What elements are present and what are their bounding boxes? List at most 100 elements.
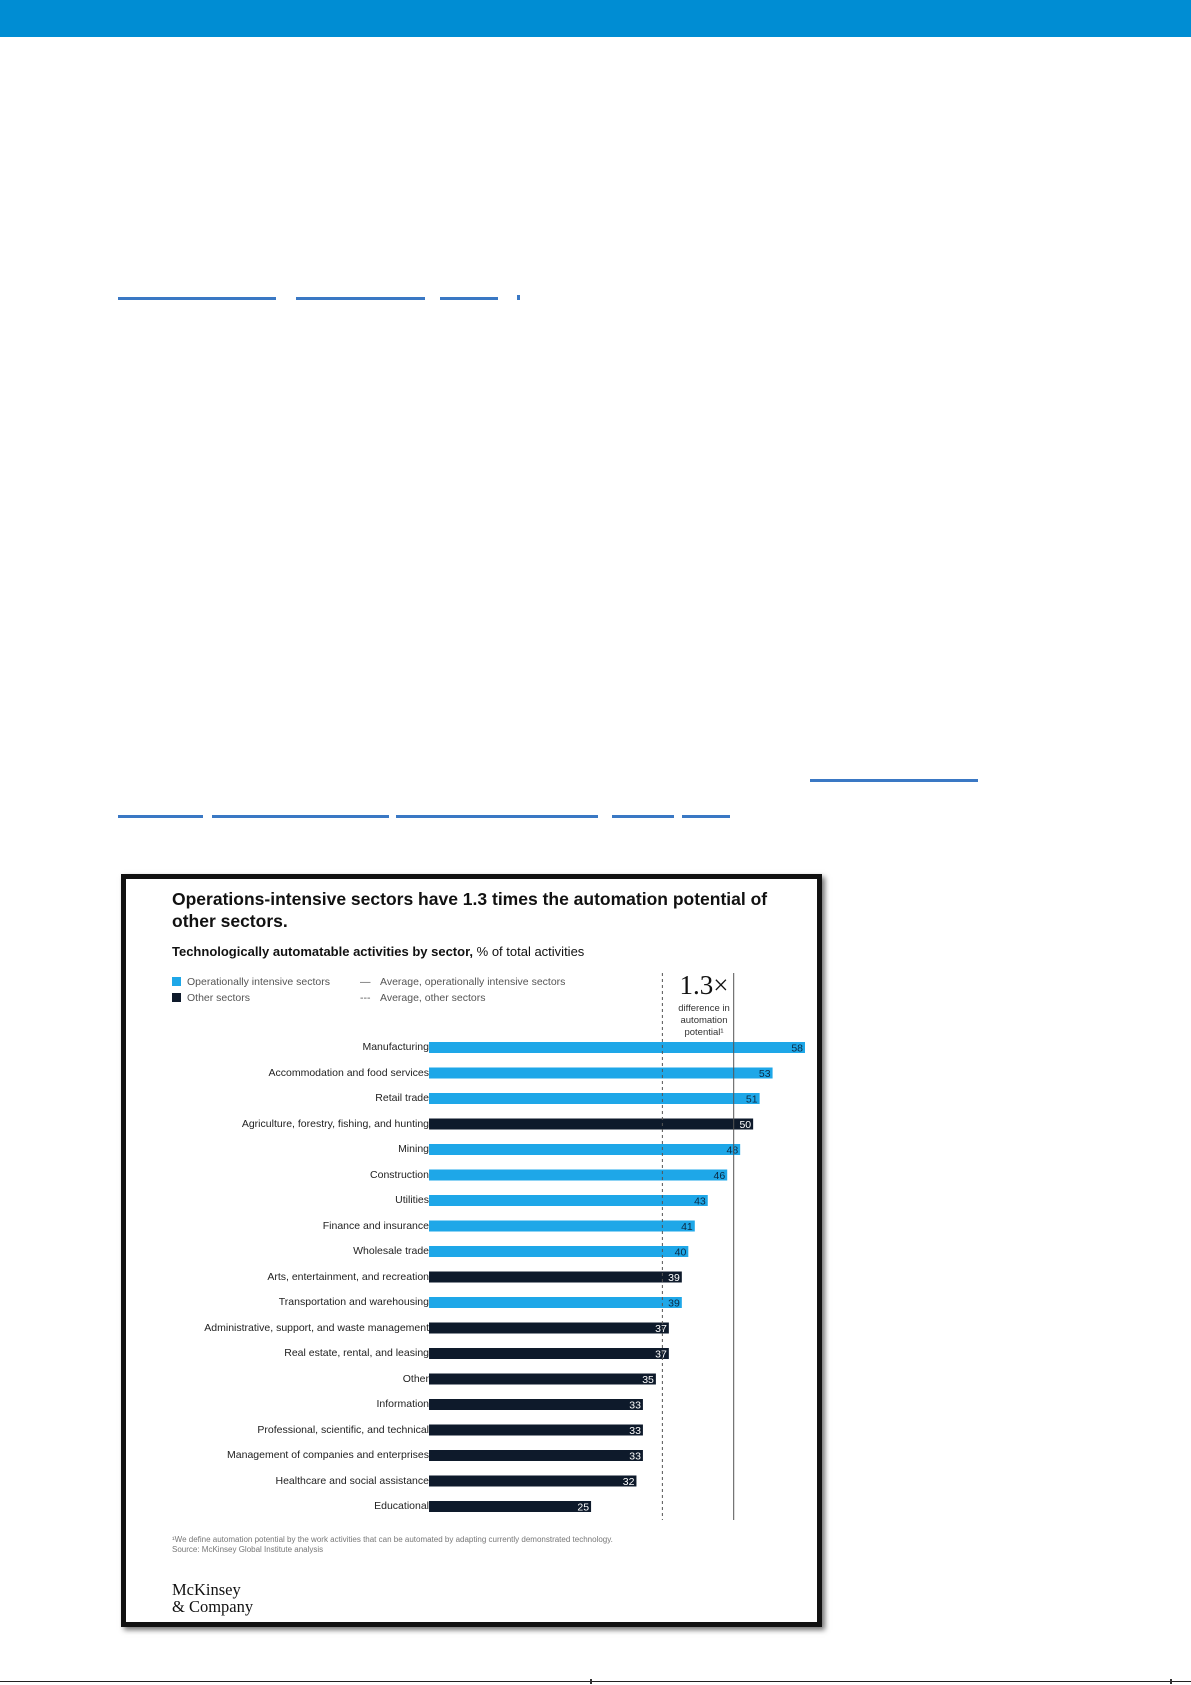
subtitle-rest: % of total activities: [473, 944, 585, 959]
bar: [429, 1195, 708, 1206]
bar: [429, 1450, 643, 1461]
category-labels: Manufacturing Accommodation and food serv…: [146, 879, 429, 1579]
hyperlink-underline[interactable]: [296, 297, 425, 300]
bar: [429, 1475, 637, 1487]
bar-value-label: 39: [668, 1272, 680, 1284]
footer-rule: [0, 1681, 1191, 1682]
legend-operational: Operationally intensive sectors: [172, 976, 330, 988]
bar-value-label: 37: [655, 1323, 667, 1335]
bar: [429, 1169, 728, 1181]
category-label: Real estate, rental, and leasing: [284, 1347, 429, 1359]
legend-label-avg-other: Average, other sectors: [380, 992, 486, 1004]
category-label: Administrative, support, and waste manag…: [204, 1321, 429, 1334]
bar-value-label: 33: [629, 1451, 641, 1463]
legend-avg-other: --- Average, other sectors: [360, 992, 485, 1004]
bar-value-label: 32: [623, 1476, 635, 1488]
bar-value-label: 33: [629, 1425, 641, 1437]
dashed-line-icon: ---: [360, 992, 371, 1004]
bar: [429, 1501, 592, 1512]
mckinsey-logo: McKinsey & Company: [172, 1581, 253, 1615]
legend-swatch-other: [172, 993, 181, 1002]
bar-value-label: 33: [629, 1400, 641, 1412]
category-label: Wholesale trade: [353, 1245, 429, 1257]
callout-line: automation: [680, 1015, 728, 1026]
callout-multiplier: 1.3×: [679, 970, 729, 1000]
logo-line: & Company: [172, 1597, 254, 1616]
bar-value-label: 37: [655, 1349, 667, 1361]
category-label: Management of companies and enterprises: [227, 1449, 429, 1461]
bar: [429, 1220, 695, 1232]
bar-value-label: 46: [714, 1170, 726, 1182]
solid-line-icon: —: [360, 976, 371, 988]
category-label: Professional, scientific, and technical: [257, 1423, 429, 1436]
category-label: Other: [402, 1372, 429, 1385]
legend-label-operational: Operationally intensive sectors: [187, 976, 330, 988]
bar: [429, 1424, 643, 1436]
legend-label-other: Other sectors: [187, 992, 251, 1004]
bar: [429, 1118, 754, 1130]
footer-mark: [1170, 1679, 1172, 1684]
category-label: Accommodation and food services: [268, 1066, 430, 1079]
callout-line: difference in: [678, 1003, 730, 1014]
bar-value-label: 48: [726, 1145, 738, 1157]
hyperlink-underline[interactable]: [810, 779, 978, 782]
category-label: Information: [376, 1398, 429, 1410]
bar: [429, 1067, 773, 1079]
category-label: Mining: [398, 1143, 429, 1155]
hyperlink-underline[interactable]: [212, 815, 389, 818]
bar: [429, 1297, 682, 1308]
bar-plot: 58 53 51 50 48 46 43 41 40 39 39 37 37 35 33 33 33 32 25: [429, 973, 805, 1520]
bar: [429, 1042, 805, 1053]
category-label: Educational: [374, 1500, 429, 1512]
bar-value-label: 51: [746, 1094, 758, 1106]
category-label: Agriculture, forestry, fishing, and hunt…: [241, 1117, 429, 1130]
legend-other: Other sectors: [172, 992, 250, 1004]
bar-value-label: 40: [675, 1247, 687, 1259]
category-label: Arts, entertainment, and recreation: [267, 1270, 429, 1283]
chart-subtitle: Technologically automatable activities b…: [172, 944, 584, 959]
top-banner: [0, 0, 1191, 37]
bar-value-label: 41: [681, 1221, 693, 1233]
bar: [429, 1093, 760, 1104]
callout-line: potential¹: [684, 1027, 724, 1038]
hyperlink-underline[interactable]: [612, 815, 674, 818]
bar-value-label: 39: [668, 1298, 680, 1310]
callout-caption: difference in automation potential¹: [656, 1003, 752, 1039]
category-label: Finance and insurance: [322, 1219, 429, 1232]
legend-label-avg-operational: Average, operationally intensive sectors: [380, 976, 566, 988]
category-label: Retail trade: [375, 1092, 429, 1104]
bar-value-label: 53: [759, 1068, 771, 1080]
category-label: Healthcare and social assistance: [275, 1474, 429, 1487]
bar-value-label: 58: [791, 1043, 803, 1055]
bar-value-label: 25: [577, 1502, 589, 1514]
hyperlink-underline[interactable]: [440, 297, 498, 300]
hyperlink-underline[interactable]: [682, 815, 730, 818]
footnote: ¹We define automation potential by the w…: [172, 1535, 613, 1544]
hyperlink-underline[interactable]: [517, 295, 520, 300]
hyperlink-underline[interactable]: [118, 815, 203, 818]
category-label: Transportation and warehousing: [278, 1296, 429, 1308]
legend-swatch-operational: [172, 977, 181, 986]
bar-value-label: 35: [642, 1374, 654, 1386]
category-label: Manufacturing: [362, 1041, 429, 1053]
hyperlink-underline[interactable]: [396, 815, 598, 818]
bar: [429, 1348, 669, 1359]
subtitle-bold: Technologically automatable activities b…: [172, 944, 474, 959]
logo-line: McKinsey: [172, 1580, 241, 1599]
bar: [429, 1271, 682, 1283]
source-note: Source: McKinsey Global Institute analys…: [172, 1545, 324, 1554]
category-label: Construction: [370, 1168, 429, 1181]
bar: [429, 1246, 689, 1257]
footer-mark: [590, 1679, 592, 1684]
chart-title: Operations-intensive sectors have 1.3 ti…: [172, 889, 768, 931]
chart-frame: Operations-intensive sectors have 1.3 ti…: [121, 874, 822, 1627]
bar-value-label: 50: [739, 1119, 751, 1131]
legend-avg-operational: — Average, operationally intensive sector…: [360, 976, 565, 988]
category-label: Utilities: [395, 1194, 429, 1206]
bar: [429, 1373, 656, 1385]
hyperlink-underline[interactable]: [118, 297, 276, 300]
bar: [429, 1399, 643, 1410]
bar: [429, 1322, 669, 1334]
bar-value-label: 43: [694, 1196, 706, 1208]
bar: [429, 1144, 741, 1155]
